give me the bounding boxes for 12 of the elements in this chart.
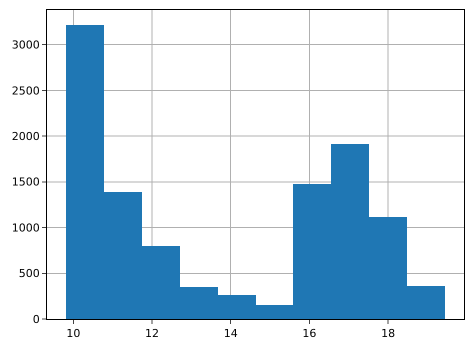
y-tick-label: 1500 <box>12 176 40 189</box>
y-tick-label: 0 <box>32 312 40 326</box>
y-tick-label: 2500 <box>12 84 40 98</box>
x-tick-label: 10 <box>66 327 80 340</box>
y-tick-label: 500 <box>18 267 40 280</box>
y-tick-label: 2000 <box>12 130 40 144</box>
x-tick-label: 14 <box>224 327 238 340</box>
y-tick-label: 1000 <box>12 221 40 234</box>
x-tick-label: 18 <box>381 327 396 340</box>
y-tick-label: 3000 <box>12 38 40 52</box>
x-tick-label: 16 <box>302 327 316 340</box>
x-tick-label: 12 <box>145 327 160 340</box>
